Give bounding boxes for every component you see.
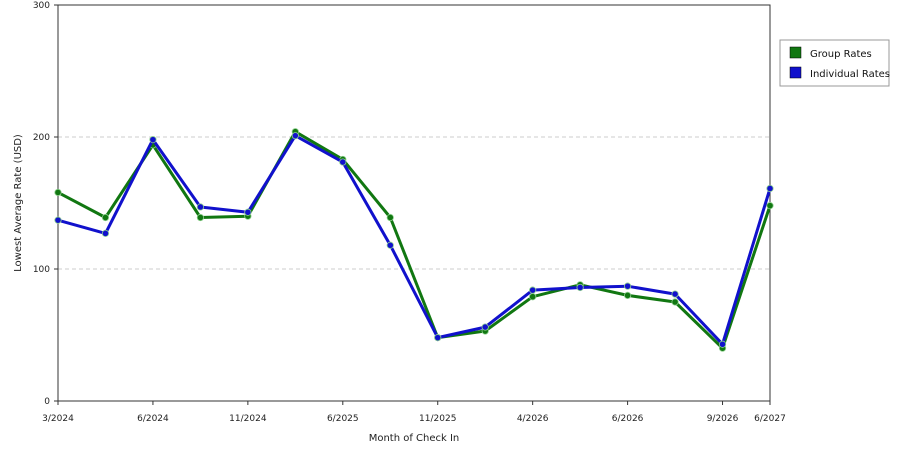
data-point-individual-rates: [244, 208, 252, 216]
x-tick-label: 6/2026: [612, 414, 644, 424]
series-layer: [54, 128, 774, 352]
data-point-individual-rates: [149, 136, 157, 144]
x-axis: 3/2024 6/2024 11/2024 6/2025 11/2025 4/2026 6/…: [42, 401, 786, 424]
data-point-individual-rates: [766, 184, 774, 193]
series-line-group-rates: [57, 130, 772, 350]
x-tick-label: 4/2026: [517, 414, 549, 424]
y-axis-title: Lowest Average Rate (USD): [13, 134, 24, 272]
x-axis-title: Month of Check In: [369, 433, 460, 444]
x-tick-label: 9/2026: [707, 414, 739, 424]
data-point-individual-rates: [623, 282, 632, 290]
x-tick-label: 11/2024: [229, 414, 267, 424]
x-tick-label: 3/2024: [42, 414, 74, 424]
y-axis: 0 100 200 300: [33, 1, 58, 407]
legend-swatch-individual-rates: [789, 66, 802, 79]
data-point-individual-rates: [671, 290, 679, 298]
x-tick-label: 6/2024: [137, 414, 169, 424]
data-point-individual-rates: [718, 340, 727, 348]
data-point-individual-rates: [576, 283, 584, 292]
data-point-individual-rates: [101, 229, 110, 237]
data-point-individual-rates: [386, 241, 394, 249]
data-point-group-rates: [766, 202, 774, 210]
legend: Group Rates Individual Rates: [779, 39, 890, 87]
data-point-individual-rates: [481, 323, 489, 331]
y-tick-label: 0: [44, 397, 50, 407]
data-point-individual-rates: [291, 132, 299, 140]
x-tick-label: 6/2025: [327, 414, 359, 424]
y-tick-label: 100: [33, 265, 50, 275]
data-point-individual-rates: [434, 334, 442, 342]
legend-swatch-group-rates: [789, 46, 802, 59]
plot-area-frame: [57, 4, 771, 402]
y-tick-label: 200: [33, 133, 50, 143]
data-point-group-rates: [101, 213, 110, 222]
data-point-group-rates: [196, 213, 204, 222]
data-point-group-rates: [54, 188, 62, 197]
legend-label-individual-rates: Individual Rates: [810, 69, 890, 80]
data-point-group-rates: [671, 298, 679, 306]
series-line-individual-rates: [57, 134, 772, 346]
data-point-individual-rates: [54, 216, 62, 224]
y-tick-label: 300: [33, 1, 50, 11]
data-point-group-rates: [386, 213, 394, 222]
data-point-individual-rates: [196, 203, 204, 211]
data-point-individual-rates: [339, 158, 347, 166]
x-tick-label: 6/2027: [754, 414, 786, 424]
data-point-group-rates: [623, 291, 632, 299]
series-individual-rates: [54, 132, 774, 348]
series-group-rates: [54, 128, 774, 352]
data-point-group-rates: [529, 293, 537, 301]
legend-label-group-rates: Group Rates: [810, 49, 872, 60]
data-point-individual-rates: [529, 286, 537, 294]
x-tick-label: 11/2025: [419, 414, 456, 424]
